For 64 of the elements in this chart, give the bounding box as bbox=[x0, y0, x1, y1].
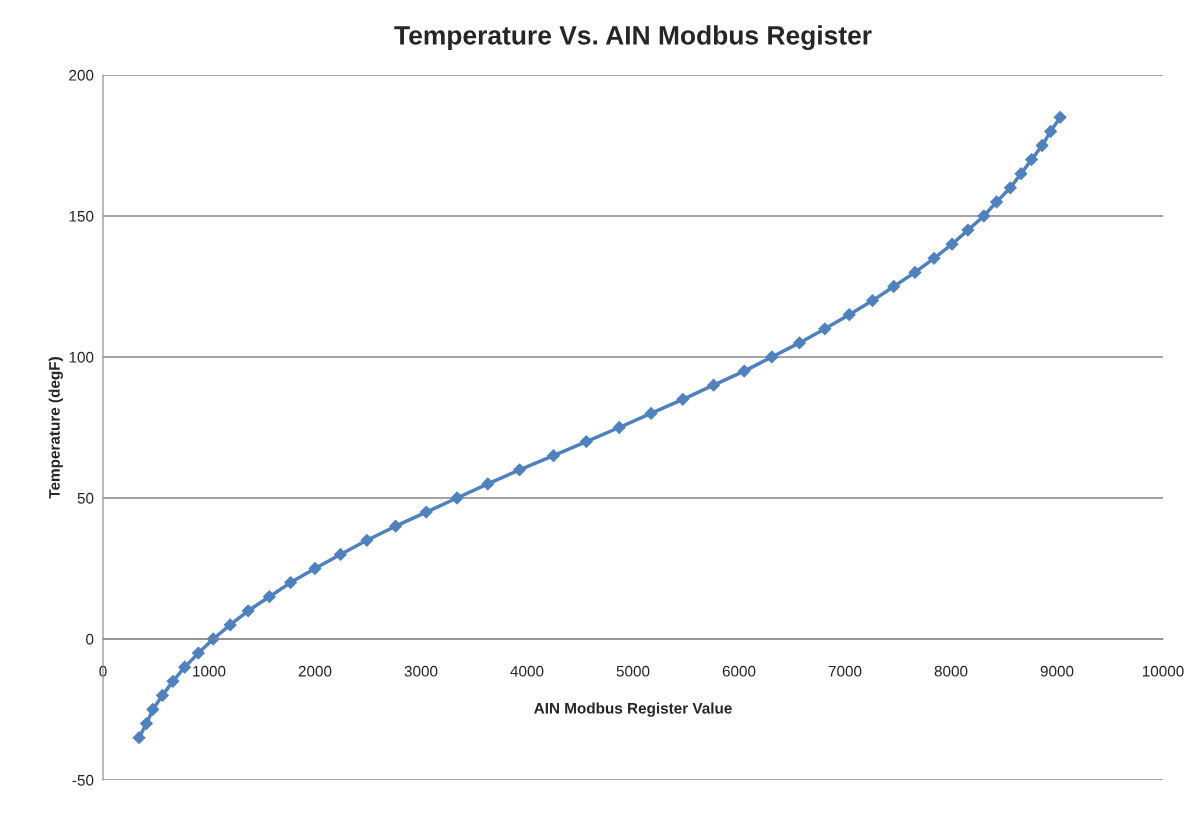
x-tick-label: 6000 bbox=[722, 665, 756, 677]
point bbox=[1053, 110, 1067, 124]
point bbox=[308, 562, 322, 575]
point bbox=[737, 364, 751, 378]
point bbox=[793, 336, 806, 350]
point bbox=[1025, 153, 1038, 167]
point bbox=[223, 618, 237, 632]
point bbox=[1044, 124, 1058, 138]
point bbox=[146, 703, 160, 716]
point bbox=[1035, 139, 1049, 152]
x-tick-label: 4000 bbox=[510, 665, 544, 677]
point bbox=[908, 265, 922, 279]
point bbox=[612, 421, 626, 434]
x-axis-title: AIN Modbus Register Value bbox=[534, 702, 732, 717]
y-tick-label: 200 bbox=[69, 69, 94, 81]
point bbox=[945, 237, 959, 251]
point bbox=[1003, 181, 1017, 195]
point bbox=[1014, 167, 1028, 181]
point bbox=[866, 294, 879, 308]
x-tick-label: 8000 bbox=[934, 665, 968, 677]
point bbox=[513, 463, 526, 477]
y-tick-label: 100 bbox=[69, 351, 94, 363]
point bbox=[977, 209, 991, 223]
x-tick-label: 7000 bbox=[828, 665, 862, 677]
point bbox=[389, 519, 402, 533]
x-tick-label: 9000 bbox=[1040, 665, 1074, 677]
point bbox=[263, 590, 276, 604]
x-tick-label: 0 bbox=[99, 665, 107, 677]
point bbox=[241, 604, 255, 618]
point bbox=[644, 406, 658, 420]
point bbox=[450, 491, 464, 505]
x-tick-label: 3000 bbox=[404, 665, 438, 677]
chart-title: Temperature Vs. AIN Modbus Register bbox=[394, 25, 872, 51]
point bbox=[166, 674, 180, 688]
y-tick-label: 50 bbox=[77, 492, 94, 504]
point bbox=[765, 350, 779, 364]
point bbox=[961, 223, 975, 237]
point bbox=[360, 533, 374, 547]
y-axis-title: Temperature (degF) bbox=[48, 357, 63, 499]
x-tick-label: 2000 bbox=[298, 665, 332, 677]
point bbox=[676, 392, 690, 406]
point bbox=[419, 505, 433, 519]
point bbox=[334, 547, 347, 561]
point bbox=[481, 477, 495, 491]
y-tick-label: -50 bbox=[72, 774, 94, 786]
point bbox=[707, 378, 720, 392]
point bbox=[927, 251, 941, 265]
point bbox=[132, 731, 146, 745]
x-tick-label: 1000 bbox=[193, 665, 226, 677]
point bbox=[990, 195, 1003, 209]
point bbox=[284, 576, 298, 590]
point bbox=[155, 688, 169, 702]
point bbox=[579, 435, 593, 449]
point bbox=[178, 660, 192, 674]
point bbox=[887, 280, 901, 293]
x-tick-label: 5000 bbox=[616, 665, 650, 677]
point bbox=[547, 449, 560, 463]
point bbox=[818, 322, 832, 336]
point bbox=[842, 308, 856, 322]
x-tick-label: 10000 bbox=[1142, 665, 1184, 677]
y-tick-label: 0 bbox=[86, 633, 94, 645]
point bbox=[140, 717, 153, 731]
point bbox=[191, 646, 205, 660]
y-tick-label: 150 bbox=[69, 210, 94, 222]
